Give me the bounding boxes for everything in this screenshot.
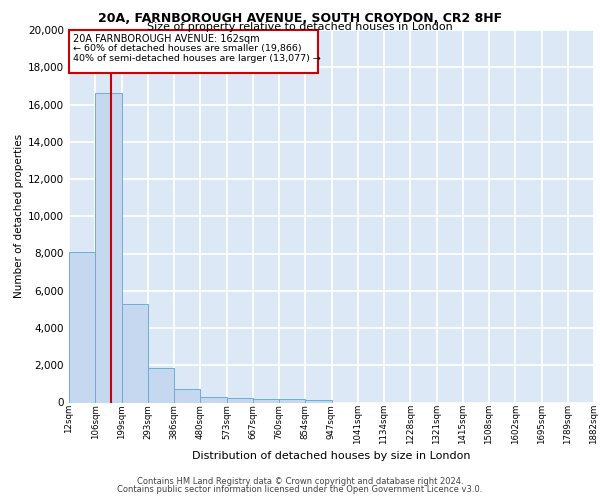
Bar	[95, 94, 121, 403]
Bar	[174, 390, 200, 402]
Bar	[200, 397, 227, 402]
Bar	[69, 252, 95, 402]
Text: ← 60% of detached houses are smaller (19,866): ← 60% of detached houses are smaller (19…	[73, 44, 302, 53]
Text: Contains HM Land Registry data © Crown copyright and database right 2024.: Contains HM Land Registry data © Crown c…	[137, 477, 463, 486]
Bar	[148, 368, 174, 402]
Bar	[227, 398, 253, 402]
Bar	[305, 400, 331, 402]
Text: Size of property relative to detached houses in London: Size of property relative to detached ho…	[147, 22, 453, 32]
Bar	[279, 400, 305, 402]
Text: 20A, FARNBOROUGH AVENUE, SOUTH CROYDON, CR2 8HF: 20A, FARNBOROUGH AVENUE, SOUTH CROYDON, …	[98, 12, 502, 26]
Text: 40% of semi-detached houses are larger (13,077) →: 40% of semi-detached houses are larger (…	[73, 54, 321, 63]
Bar	[253, 399, 279, 402]
X-axis label: Distribution of detached houses by size in London: Distribution of detached houses by size …	[192, 451, 471, 461]
Y-axis label: Number of detached properties: Number of detached properties	[14, 134, 24, 298]
Text: Contains public sector information licensed under the Open Government Licence v3: Contains public sector information licen…	[118, 485, 482, 494]
Bar	[121, 304, 148, 402]
FancyBboxPatch shape	[69, 30, 319, 73]
Text: 20A FARNBOROUGH AVENUE: 162sqm: 20A FARNBOROUGH AVENUE: 162sqm	[73, 34, 260, 44]
